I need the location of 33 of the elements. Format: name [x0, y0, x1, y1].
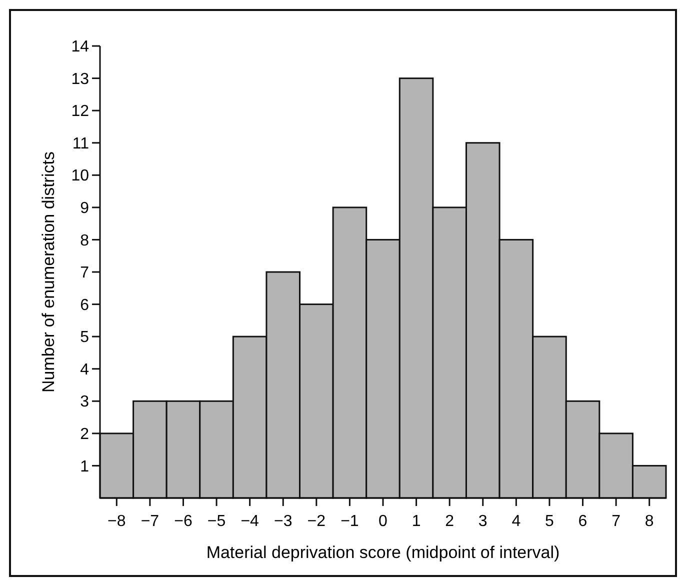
x-tick-label: 8: [644, 513, 654, 530]
y-tick-label: 3: [80, 394, 90, 411]
x-tick-label: −7: [140, 513, 160, 530]
x-axis-title: Material deprivation score (midpoint of interval): [206, 543, 560, 562]
x-tick-label: −5: [207, 513, 226, 530]
x-tick-label: −1: [340, 513, 359, 530]
y-tick-label: 7: [80, 264, 90, 282]
y-tick-label: 11: [72, 135, 90, 152]
x-tick-label: 0: [378, 513, 388, 530]
x-tick-label: −2: [307, 513, 326, 530]
x-tick-label: 5: [545, 513, 554, 530]
y-tick-label: 4: [80, 361, 90, 378]
x-tick-label: −4: [240, 513, 260, 530]
x-tick-label: −6: [174, 513, 192, 530]
x-tick-label: 3: [478, 513, 488, 530]
x-tick-label: −8: [108, 513, 126, 530]
y-tick-label: 8: [80, 232, 90, 250]
x-tick-label: 4: [512, 513, 521, 530]
x-tick-label: 2: [445, 513, 454, 530]
y-tick-label: 10: [71, 168, 90, 185]
y-axis-title: Number of enumeration districts: [39, 152, 58, 392]
y-tick-label: 14: [71, 38, 90, 56]
x-tick-label: 7: [612, 513, 621, 530]
y-tick-label: 12: [71, 103, 90, 120]
y-tick-label: 2: [80, 426, 90, 444]
y-tick-label: 6: [80, 296, 90, 314]
y-tick-label: 13: [71, 70, 90, 88]
y-tick-label: 1: [80, 458, 90, 476]
y-tick-label: 5: [80, 329, 90, 346]
y-tick-label: 9: [80, 200, 90, 218]
x-tick-label: 6: [578, 513, 588, 530]
x-tick-label: 1: [412, 513, 421, 530]
x-tick-label: −3: [274, 513, 292, 530]
